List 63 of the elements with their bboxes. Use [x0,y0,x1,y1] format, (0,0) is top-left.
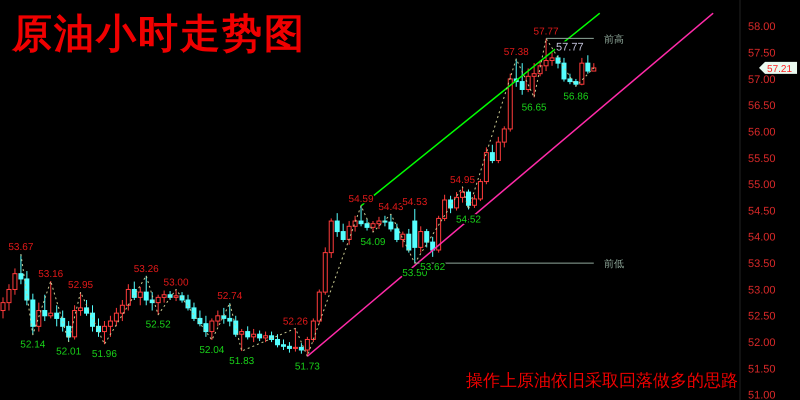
candlestick [400,231,406,248]
y-tick-label: 51.00 [748,390,776,400]
candlestick [418,226,424,254]
candlestick [298,342,304,354]
candlestick [239,328,244,352]
annotation: 51.96 [92,349,118,360]
candlestick [48,280,54,319]
annotation: 54.53 [402,196,428,208]
candlestick [263,331,268,343]
ref-line-label: 前高 [604,33,624,46]
candlestick [579,57,584,86]
annotation: 53.16 [38,269,64,280]
annotation: 56.86 [563,91,589,102]
candlestick [490,144,495,164]
annotation: 56.65 [522,102,548,114]
y-tick-label: 54.50 [748,205,776,218]
y-tick-label: 58.00 [748,21,776,34]
y-tick-label: 55.00 [748,179,776,192]
chart-title: 原油小时走势图 [12,10,306,58]
candlestick [257,330,262,342]
candlestick [466,188,471,210]
annotation: 51.73 [294,361,320,372]
y-tick-label: 53.00 [748,284,776,296]
annotation: 52.26 [282,316,308,328]
price-tag: 57.21 [759,62,798,75]
annotation: 54.95 [450,174,476,186]
annotation: 53.00 [164,277,189,288]
candlestick [245,326,250,340]
annotation: 57.77 [534,26,559,38]
annotation: 57.38 [504,46,530,58]
candlestick [251,328,256,343]
y-tick-label: 57.00 [748,74,776,86]
annotation: 53.67 [8,242,34,254]
candlestick [42,294,48,322]
annotation: 52.52 [146,320,172,331]
annotation: 52.04 [199,345,225,356]
annotation: 52.95 [68,280,94,292]
y-tick-label: 57.50 [748,48,776,60]
candlestick [448,195,454,214]
y-tick-label: 52.50 [748,310,776,323]
y-tick-label: 51.50 [748,363,776,376]
annotation: 52.74 [217,291,243,302]
annotation: 54.43 [378,202,404,214]
candlestick [585,54,590,74]
annotation: 51.83 [229,356,255,368]
candlestick [138,286,143,306]
annotation: 52.01 [56,346,82,358]
y-tick-label: 53.50 [748,258,776,270]
y-tick-label: 52.00 [748,337,776,350]
candlestick [292,328,298,352]
y-tick-label: 56.50 [748,100,776,112]
annotation: 54.09 [360,237,386,248]
y-tick-label: 56.00 [748,126,776,138]
candlestick [36,302,42,332]
annotation: 52.14 [20,340,46,351]
annotation: 57.77 [556,41,584,54]
ref-line-label: 前低 [604,258,624,270]
annotation: 53.26 [134,264,160,275]
annotation: 操作上原油依旧采取回落做多的思路 [466,370,738,392]
y-tick-label: 55.50 [748,152,776,165]
y-tick-label: 54.00 [748,232,776,244]
candlestick [132,281,137,300]
candlestick [174,288,179,302]
